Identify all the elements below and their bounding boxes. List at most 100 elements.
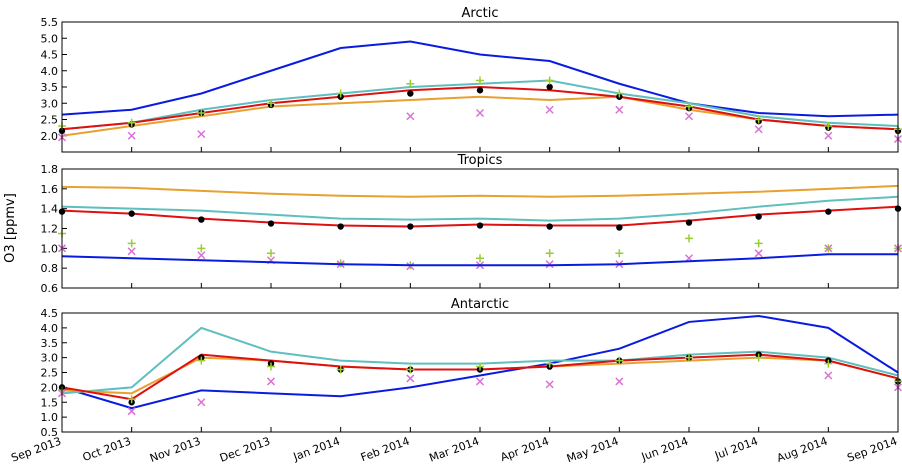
y-tick-label: 1.0 bbox=[41, 411, 59, 424]
plus-marker bbox=[824, 359, 833, 368]
plus-marker bbox=[406, 79, 415, 88]
plus-marker bbox=[197, 244, 206, 253]
x-tick-label: Sep 2013 bbox=[9, 435, 63, 465]
plus-marker bbox=[267, 362, 275, 371]
dot-marker bbox=[685, 219, 693, 226]
x-tick-label: Jun 2014 bbox=[639, 435, 690, 464]
cross-marker bbox=[127, 247, 136, 256]
y-tick-label: 0.6 bbox=[41, 282, 59, 295]
cross-marker bbox=[824, 131, 833, 140]
y-tick-label: 1.0 bbox=[41, 242, 59, 255]
x-tick-label: Mar 2014 bbox=[427, 435, 481, 465]
plus-marker bbox=[127, 239, 136, 248]
y-tick-label: 3.0 bbox=[41, 352, 59, 365]
panel-title: Tropics bbox=[457, 153, 503, 168]
y-tick-label: 5.0 bbox=[41, 32, 59, 45]
plus-marker bbox=[336, 89, 345, 98]
plus-marker bbox=[545, 76, 554, 85]
plus-marker bbox=[685, 353, 693, 362]
cross-marker bbox=[684, 112, 694, 121]
x-tick-label: Nov 2013 bbox=[148, 435, 202, 465]
y-tick-label: 5.5 bbox=[41, 16, 59, 29]
cross-marker bbox=[406, 374, 415, 383]
panel-title: Antarctic bbox=[451, 297, 509, 312]
series-line bbox=[61, 95, 899, 137]
y-tick-label: 2.5 bbox=[41, 367, 59, 380]
y-tick-label: 2.0 bbox=[41, 130, 59, 143]
y-tick-label: 3.5 bbox=[41, 337, 59, 350]
cross-marker bbox=[266, 377, 276, 386]
plus-marker bbox=[615, 89, 624, 98]
plus-marker bbox=[406, 365, 415, 374]
y-tick-label: 1.6 bbox=[41, 183, 59, 196]
plus-marker bbox=[267, 249, 275, 258]
x-tick-label: Feb 2014 bbox=[359, 435, 411, 465]
cross-marker bbox=[197, 398, 206, 407]
x-tick-label: Jan 2014 bbox=[291, 435, 342, 464]
dot-marker bbox=[546, 223, 553, 230]
plus-marker bbox=[685, 102, 693, 111]
dot-marker bbox=[407, 90, 414, 97]
cross-marker bbox=[615, 105, 624, 114]
plus-marker bbox=[754, 115, 763, 124]
cross-marker bbox=[615, 377, 624, 386]
cross-marker bbox=[545, 380, 554, 389]
plus-marker bbox=[545, 359, 554, 368]
plus-marker bbox=[824, 122, 833, 130]
plus-marker bbox=[476, 254, 484, 263]
y-tick-label: 1.2 bbox=[41, 223, 59, 236]
x-tick-label: May 2014 bbox=[565, 435, 620, 466]
plus-marker bbox=[336, 365, 345, 374]
y-tick-label: 0.5 bbox=[41, 426, 59, 439]
dot-marker bbox=[616, 224, 623, 231]
plus-marker bbox=[685, 234, 693, 243]
series-line bbox=[61, 253, 898, 267]
plus-marker bbox=[197, 109, 206, 117]
plus-marker bbox=[615, 356, 624, 365]
y-tick-label: 4.0 bbox=[41, 322, 59, 335]
x-tick-label: Jul 2014 bbox=[712, 435, 759, 463]
y-tick-label: 4.5 bbox=[41, 49, 59, 62]
x-tick-label: Aug 2014 bbox=[775, 435, 829, 465]
dot-marker bbox=[825, 208, 832, 215]
y-tick-label: 4.5 bbox=[41, 307, 59, 320]
plus-marker bbox=[476, 76, 484, 85]
y-tick-label: 4.0 bbox=[41, 65, 59, 78]
x-tick-label: Apr 2014 bbox=[499, 435, 551, 464]
dot-marker bbox=[755, 213, 762, 220]
y-tick-label: 2.5 bbox=[41, 114, 59, 127]
x-tick-label: Dec 2013 bbox=[218, 435, 272, 465]
plus-marker bbox=[545, 249, 554, 258]
y-tick-label: 3.5 bbox=[41, 81, 59, 94]
cross-marker bbox=[127, 407, 136, 416]
y-tick-label: 3.0 bbox=[41, 97, 59, 110]
series-line bbox=[61, 314, 899, 410]
dot-marker bbox=[476, 87, 484, 94]
series-line bbox=[61, 184, 899, 198]
plus-marker bbox=[197, 356, 206, 365]
cross-marker bbox=[754, 249, 763, 258]
plus-marker bbox=[127, 395, 136, 404]
cross-marker bbox=[475, 377, 485, 386]
series-line bbox=[61, 353, 899, 401]
dot-marker bbox=[546, 83, 553, 91]
cross-marker bbox=[824, 371, 833, 380]
series-line bbox=[61, 195, 899, 222]
dot-marker bbox=[407, 223, 414, 230]
cross-marker bbox=[406, 112, 415, 121]
series-line bbox=[61, 326, 899, 395]
cross-marker bbox=[824, 244, 833, 253]
cross-marker bbox=[197, 251, 206, 260]
y-axis-label: O3 [ppmv] bbox=[3, 193, 18, 263]
plus-marker bbox=[127, 118, 136, 127]
cross-marker bbox=[127, 131, 136, 140]
cross-marker bbox=[197, 130, 206, 139]
plus-marker bbox=[615, 249, 624, 258]
plus-marker bbox=[267, 99, 275, 108]
dot-marker bbox=[337, 223, 344, 230]
y-tick-label: 2.0 bbox=[41, 381, 59, 394]
cross-marker bbox=[475, 108, 485, 118]
series-line bbox=[61, 40, 899, 118]
x-tick-label: Oct 2013 bbox=[81, 435, 133, 464]
